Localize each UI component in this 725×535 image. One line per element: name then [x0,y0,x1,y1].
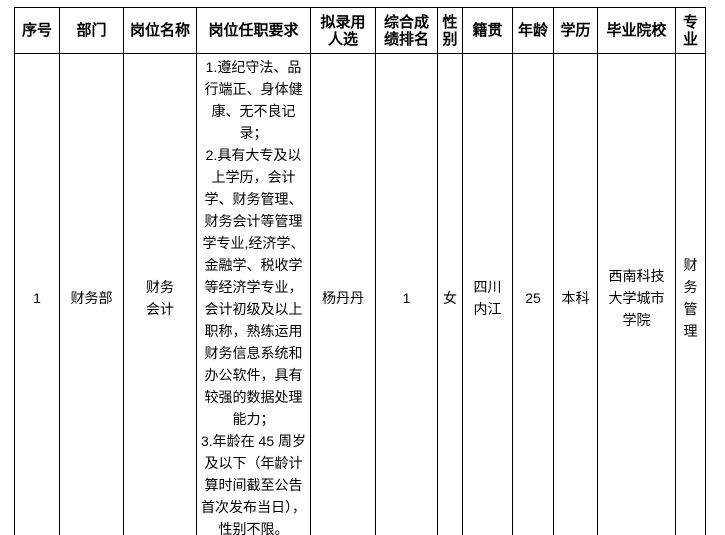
column-header-department: 部门 [59,7,124,54]
column-header-education: 学历 [553,7,598,54]
cell-serial-number: 1 [14,53,60,535]
column-header-gender: 性 别 [437,7,463,54]
cell-proposed-candidate: 杨丹丹 [310,53,376,535]
cell-job-requirements: 1.遵纪守法、品行端正、身体健康、无不良记录； 2.具有大专及以上学历，会计学、… [196,53,311,535]
cell-graduate-school: 西南科技 大学城市 学院 [597,53,676,535]
cell-age: 25 [512,53,554,535]
recruitment-result-table: 序号 部门 岗位名称 岗位任职要求 拟录用 人选 综合成 绩排名 性 别 籍贯 … [14,7,706,535]
column-header-position-name: 岗位名称 [123,7,197,54]
column-header-overall-score-rank: 综合成 绩排名 [375,7,438,54]
column-header-job-requirements: 岗位任职要求 [196,7,311,54]
column-header-age: 年龄 [512,7,554,54]
cell-overall-score-rank: 1 [375,53,438,535]
column-header-graduate-school: 毕业院校 [597,7,676,54]
column-header-native-place: 籍贯 [462,7,513,54]
column-header-major: 专 业 [675,7,706,54]
cell-major: 财 务 管 理 [675,53,706,535]
column-header-proposed-candidate: 拟录用 人选 [310,7,376,54]
cell-native-place: 四川 内江 [462,53,513,535]
cell-gender: 女 [437,53,463,535]
column-header-serial-number: 序号 [14,7,60,54]
table-header-row: 序号 部门 岗位名称 岗位任职要求 拟录用 人选 综合成 绩排名 性 别 籍贯 … [14,7,706,54]
cell-education: 本科 [553,53,598,535]
table-row: 1 财务部 财务 会计 1.遵纪守法、品行端正、身体健康、无不良记录； 2.具有… [14,53,706,535]
cell-department: 财务部 [59,53,124,535]
cell-position-name: 财务 会计 [123,53,197,535]
